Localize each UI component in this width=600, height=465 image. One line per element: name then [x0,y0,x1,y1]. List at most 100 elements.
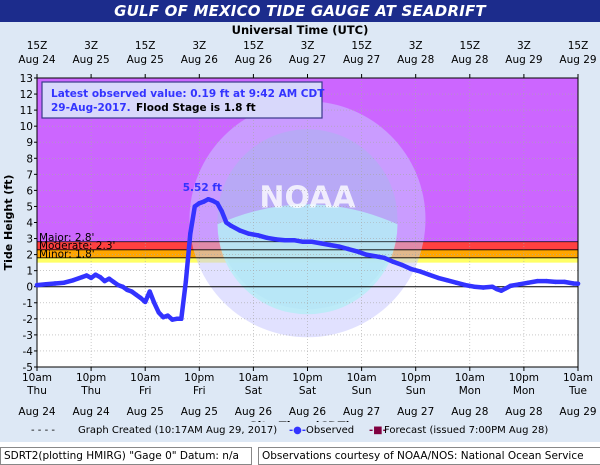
legend-observed-swatch: -●- [289,425,307,436]
top-tick-date: Aug 25 [127,54,164,66]
stage-label-moderate: Moderate: 2.3' [39,240,115,252]
observed-point [170,317,175,322]
y-tick-label: 6 [26,185,33,197]
top-tick-date: Aug 25 [72,54,109,66]
observed-point [445,278,450,283]
chart-title: GULF OF MEXICO TIDE GAUGE AT SEADRIFT [0,0,600,22]
observed-point [535,278,540,284]
bottom-tick-day: Mon [513,385,535,397]
credit-info: Observations courtesy of NOAA/NOS: Natio… [258,447,600,465]
y-tick-label: 13 [20,73,33,85]
bottom-axis-title: Site Time (CDT) [249,419,350,422]
observed-point [273,237,279,242]
top-tick-date: Aug 29 [559,54,596,66]
legend-created-dash: - - - - [31,425,55,436]
observed-point [490,284,495,289]
observed-point [363,252,369,257]
observed-point [120,284,125,289]
stage-label-major: Major: 2.8' [39,232,94,244]
y-tick-label: 9 [26,137,33,149]
observed-point [97,274,103,280]
plot-background: NOAA Major: 2.8' Moderate: 2.3' Minor: 1.8'… [0,22,600,442]
observed-point [327,242,333,248]
observed-point [111,279,116,285]
bottom-tick-time: 10pm [184,372,214,384]
top-tick-time: 15Z [351,40,372,52]
observed-point [255,233,261,238]
bottom-tick-date: Aug 26 [235,406,273,418]
bottom-tick-date: Aug 24 [18,406,56,418]
top-tick-date: Aug 26 [181,54,219,66]
top-tick-time: 15Z [27,40,48,52]
observed-point [183,279,188,285]
info-box-flood-stage: Flood Stage is 1.8 ft [136,102,256,114]
latest-value-box: Latest observed value: 0.19 ft at 9:42 A… [41,81,325,119]
observed-point [152,300,157,305]
observed-point [408,266,414,272]
observed-point [503,286,509,291]
bottom-tick-day: Fri [139,385,152,397]
observed-point [161,315,166,320]
observed-point [544,278,549,284]
observed-point [88,275,94,281]
legend-created-label: Graph Created (10:17AM Aug 29, 2017) [78,425,278,436]
top-tick-time: 3Z [517,40,531,52]
top-tick-time: 3Z [409,40,423,52]
bottom-tick-date: Aug 24 [72,406,110,418]
observed-point [399,262,405,268]
observed-point [381,255,387,261]
bottom-tick-date: Aug 27 [397,406,434,418]
observed-point [124,287,130,293]
observed-point [246,231,252,236]
observed-point [192,204,197,209]
observed-point [237,228,243,233]
observed-point [309,239,315,244]
observed-point [210,198,216,204]
observed-point [215,201,220,206]
stage-label-minor: Minor: 1.8' [39,248,95,260]
observed-point [562,279,567,285]
bottom-tick-time: 10pm [401,372,431,384]
observed-point [575,281,581,286]
observed-point [571,281,576,286]
y-tick-label: 1 [26,266,33,278]
observed-point [508,283,513,289]
observed-point [179,316,184,322]
observed-point [291,237,297,243]
observed-point [156,310,161,315]
top-tick-date: Aug 29 [505,54,542,66]
footer: SDRT2(plotting HMIRG) "Gage 0" Datum: n/… [0,447,600,465]
observed-point [463,282,468,288]
bottom-tick-date: Aug 25 [127,406,164,418]
observed-point [300,239,306,244]
observed-point [201,199,207,204]
observed-point [106,276,112,281]
observed-point [282,237,288,243]
top-tick-date: Aug 27 [343,54,380,66]
observed-point [79,274,85,280]
top-tick-date: Aug 28 [397,54,434,66]
legend-forecast-label: Forecast (issued 7:00PM Aug 28) [384,425,549,436]
bottom-tick-date: Aug 29 [559,406,596,418]
bottom-tick-day: Fri [193,385,206,397]
top-tick-date: Aug 24 [18,54,56,66]
observed-point [526,280,531,285]
bottom-tick-time: 10pm [292,372,322,384]
bottom-tick-time: 10am [130,372,160,384]
legend: - - - - Graph Created (10:17AM Aug 29, 2… [0,425,600,441]
info-box-line1: Latest observed value: 0.19 ft at 9:42 A… [51,88,325,100]
observed-point [70,278,76,283]
observed-point [345,246,351,252]
top-tick-time: 3Z [301,40,315,52]
peak-label: 5.52 ft [183,182,222,194]
observed-point [427,272,432,277]
observed-point [143,299,148,305]
bottom-tick-time: 10am [563,372,593,384]
y-tick-label: -5 [23,362,33,374]
observed-point [197,201,202,206]
legend-observed-label: Observed [306,425,355,436]
info-box-frame [41,81,323,119]
noaa-watermark-text: NOAA [259,180,356,215]
observed-point [494,286,500,292]
